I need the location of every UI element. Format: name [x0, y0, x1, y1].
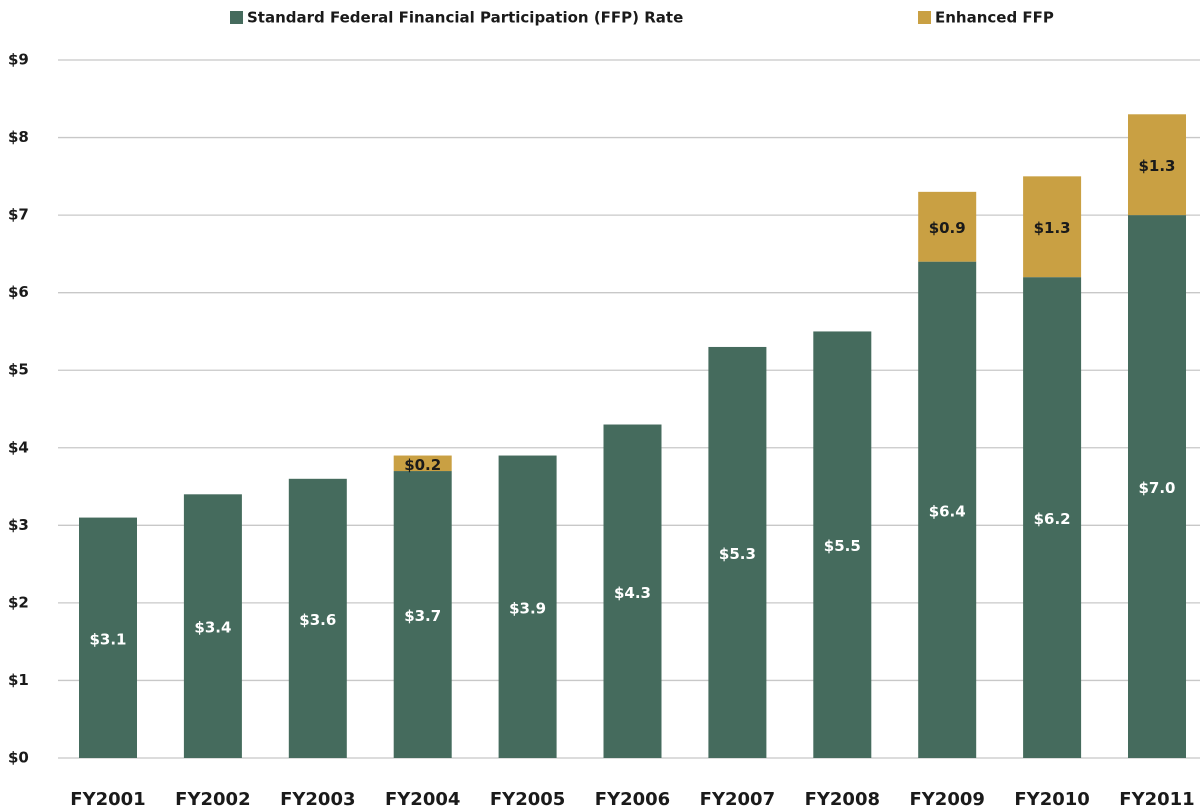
y-tick-label: $1 [8, 671, 29, 689]
x-tick-label: FY2009 [909, 789, 984, 810]
y-tick-label: $2 [8, 593, 29, 611]
bar-segment [288, 478, 347, 758]
x-tick-label: FY2003 [280, 789, 355, 810]
bar-segment [708, 346, 767, 758]
data-label: $3.9 [509, 599, 546, 617]
y-tick-label: $0 [8, 749, 29, 767]
y-tick-label: $3 [8, 516, 29, 534]
x-tick-label: FY2005 [490, 789, 565, 810]
data-label: $6.4 [929, 502, 966, 520]
y-tick-label: $8 [8, 128, 29, 146]
y-tick-label: $7 [8, 206, 29, 224]
bar-segment [393, 471, 452, 758]
data-label: $3.7 [404, 607, 441, 625]
bar-segment [79, 517, 137, 758]
data-label: $7.0 [1138, 479, 1175, 497]
data-label: $0.2 [404, 456, 441, 474]
x-tick-label: FY2007 [700, 789, 775, 810]
data-label: $5.3 [719, 545, 756, 563]
x-tick-label: FY2008 [805, 789, 880, 810]
bar-segment [1128, 114, 1186, 216]
x-tick-label: FY2002 [175, 789, 250, 810]
data-label: $3.4 [194, 619, 231, 637]
legend-label: Enhanced FFP [935, 9, 1054, 27]
x-tick-label: FY2011 [1119, 789, 1194, 810]
y-tick-label: $6 [8, 283, 29, 301]
bar-segment [183, 494, 242, 758]
bar-segment [918, 191, 977, 262]
x-tick-label: FY2001 [70, 789, 145, 810]
y-tick-label: $9 [8, 51, 29, 69]
data-label: $0.9 [929, 219, 966, 237]
legend-swatch [918, 11, 931, 24]
bar-segment [393, 455, 452, 472]
bar-segment [813, 331, 872, 758]
bar-segment [1023, 277, 1082, 758]
data-label: $5.5 [824, 537, 861, 555]
bar-segment [918, 261, 977, 758]
bar-segment [1128, 215, 1186, 759]
y-tick-label: $5 [8, 361, 29, 379]
data-label: $3.1 [89, 630, 126, 648]
x-tick-label: FY2010 [1014, 789, 1089, 810]
legend-label: Standard Federal Financial Participation… [247, 9, 683, 27]
bar-segment [603, 424, 662, 758]
data-label: $1.3 [1138, 157, 1175, 175]
bar-segment [498, 455, 557, 758]
x-tick-label: FY2004 [385, 789, 460, 810]
data-label: $6.2 [1034, 510, 1071, 528]
y-tick-label: $4 [8, 438, 29, 456]
data-label: $3.6 [299, 611, 336, 629]
legend-swatch [230, 11, 243, 24]
x-tick-label: FY2006 [595, 789, 670, 810]
data-label: $4.3 [614, 584, 651, 602]
data-label: $1.3 [1034, 219, 1071, 237]
bar-segment [1023, 176, 1082, 278]
